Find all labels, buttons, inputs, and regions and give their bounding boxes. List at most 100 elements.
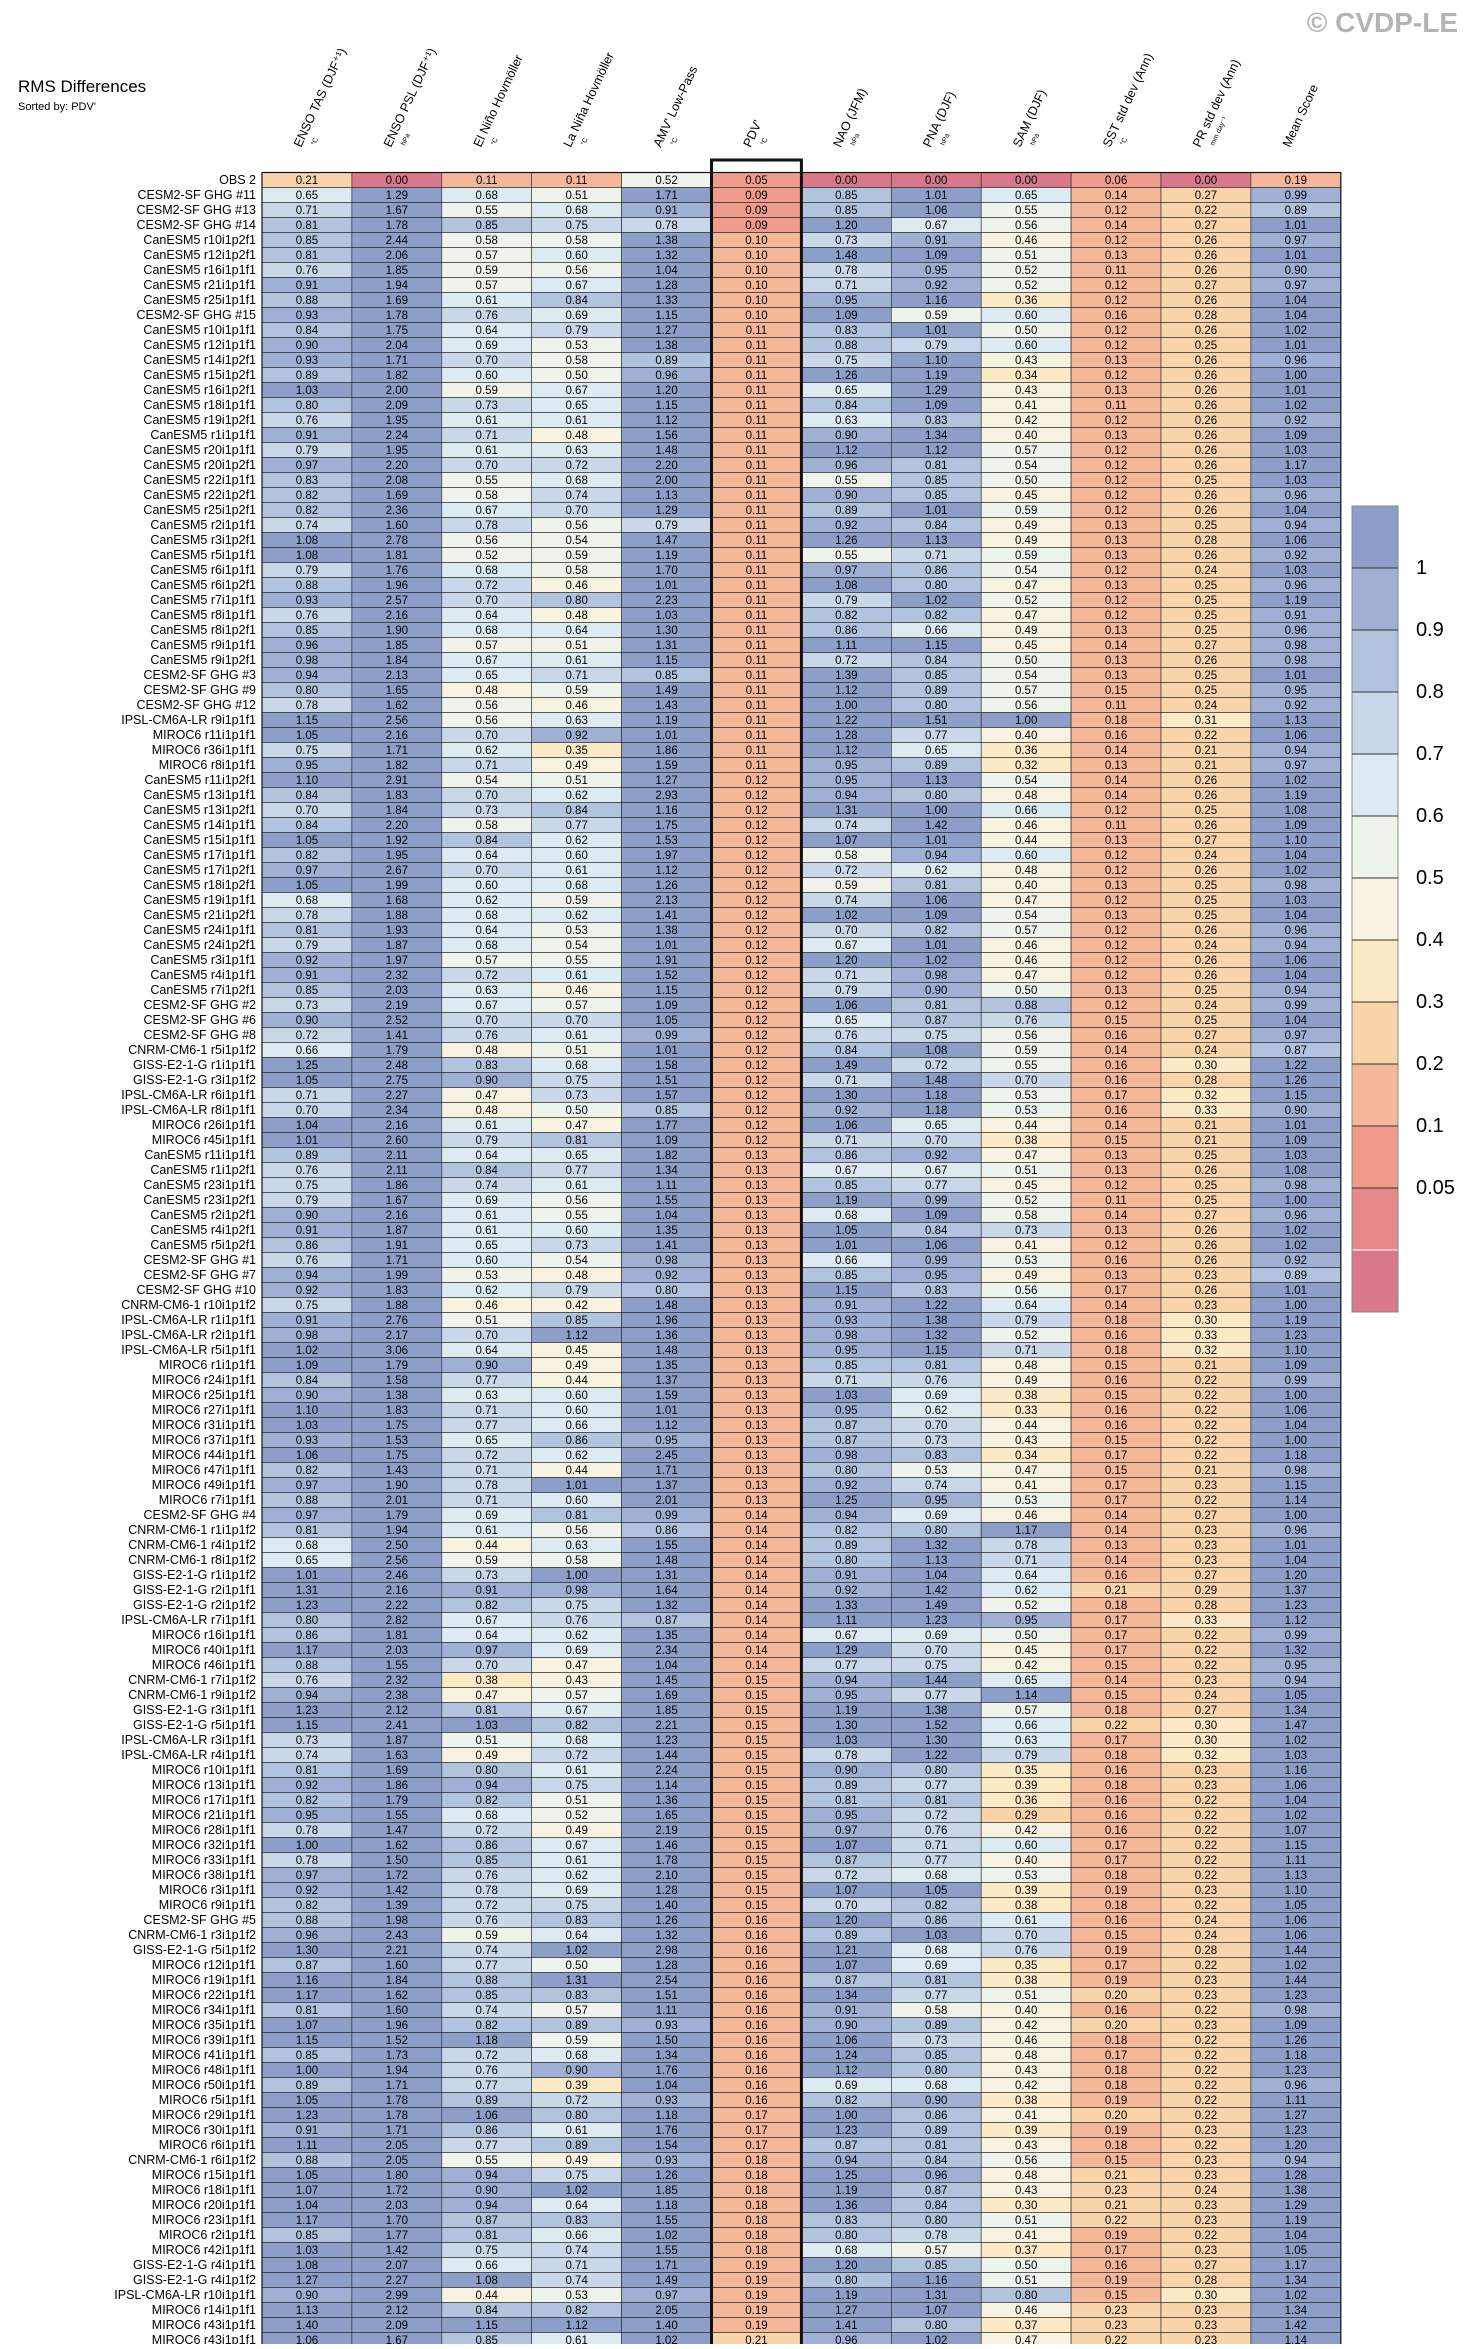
cell-value: 0.16 (1105, 1420, 1127, 1432)
cell-value: 0.75 (565, 1780, 587, 1792)
cell-value: 1.22 (925, 1750, 947, 1762)
cell-value: 0.77 (925, 1690, 947, 1702)
cell-value: 0.77 (925, 1180, 947, 1192)
cell-value: 0.97 (655, 2290, 677, 2302)
cell-value: 0.26 (1195, 370, 1217, 382)
cell-value: 1.75 (655, 820, 677, 832)
cell-value: 0.70 (476, 460, 498, 472)
cell-value: 0.71 (835, 280, 857, 292)
cell-value: 0.65 (835, 1015, 857, 1027)
cell-value: 0.21 (1105, 2170, 1127, 2182)
cell-value: 2.11 (386, 1165, 408, 1177)
cell-value: 1.79 (386, 1795, 408, 1807)
cell-value: 0.90 (565, 2065, 587, 2077)
cell-value: 1.02 (1285, 1225, 1307, 1237)
cell-value: 1.00 (296, 2065, 318, 2077)
cell-value: 0.12 (1105, 280, 1127, 292)
cell-value: 1.03 (296, 385, 318, 397)
cell-value: 0.74 (565, 2275, 588, 2287)
cell-value: 1.18 (655, 2110, 677, 2122)
cell-value: 0.88 (296, 1495, 318, 1507)
cell-value: 0.41 (1015, 2110, 1037, 2122)
cell-value: 0.45 (1015, 640, 1037, 652)
cell-value: 1.03 (1285, 895, 1307, 907)
cell-value: 0.22 (1195, 1435, 1217, 1447)
cell-value: 0.28 (1195, 1075, 1217, 1087)
cell-value: 1.38 (655, 235, 677, 247)
cell-value: 0.80 (835, 2275, 857, 2287)
cell-value: 0.82 (476, 2020, 498, 2032)
cell-value: 0.46 (476, 1300, 498, 1312)
cell-value: 0.55 (835, 550, 857, 562)
cell-value: 0.15 (745, 1675, 767, 1687)
cell-value: 0.22 (1195, 1900, 1217, 1912)
cell-value: 0.78 (476, 1885, 498, 1897)
cell-value: 1.76 (655, 2065, 677, 2077)
cell-value: 1.07 (925, 2305, 947, 2317)
row-label: MIROC6 r35i1p1f1 (152, 2018, 256, 2032)
cell-value: 0.57 (565, 1690, 587, 1702)
cell-value: 1.08 (925, 1045, 947, 1057)
cell-value: 0.23 (1195, 2245, 1217, 2257)
cell-value: 0.12 (745, 940, 767, 952)
cell-value: 0.86 (835, 1150, 857, 1162)
cell-value: 0.14 (1105, 190, 1128, 202)
cell-value: 0.45 (1015, 1645, 1037, 1657)
cell-value: 1.62 (386, 1990, 408, 2002)
cell-value: 0.15 (1105, 1465, 1127, 1477)
cell-value: 0.25 (1195, 595, 1217, 607)
cell-value: 1.16 (1285, 1765, 1307, 1777)
row-label: CanESM5 r1i1p2f1 (150, 1163, 256, 1177)
cell-value: 0.47 (476, 1690, 498, 1702)
row-label: CanESM5 r18i1p1f1 (143, 398, 256, 412)
row-label: CanESM5 r24i1p1f1 (143, 923, 256, 937)
cell-value: 1.03 (835, 1735, 857, 1747)
row-label: CanESM5 r4i1p2f1 (150, 1223, 256, 1237)
cell-value: 1.70 (655, 565, 677, 577)
cell-value: 1.17 (296, 1645, 318, 1657)
cell-value: 0.17 (1105, 2245, 1127, 2257)
cell-value: 1.12 (655, 865, 677, 877)
cell-value: 1.12 (1285, 1615, 1307, 1627)
cell-value: 0.11 (746, 610, 768, 622)
cell-value: 0.26 (1195, 385, 1217, 397)
cell-value: 0.97 (296, 460, 318, 472)
column-unit: hPa (1030, 133, 1042, 147)
cell-value: 1.51 (655, 1075, 677, 1087)
cell-value: 2.56 (386, 715, 408, 727)
cell-value: 0.22 (1105, 2335, 1127, 2344)
cell-value: 0.88 (296, 1660, 318, 1672)
cell-value: 0.16 (1105, 1060, 1127, 1072)
cell-value: 0.48 (1015, 1360, 1037, 1372)
cell-value: 1.52 (925, 1720, 947, 1732)
cell-value: 1.02 (296, 1345, 318, 1357)
cell-value: 0.48 (565, 1270, 587, 1282)
cell-value: 0.74 (296, 520, 319, 532)
cell-value: 1.38 (925, 1705, 947, 1717)
cell-value: 0.94 (1285, 985, 1308, 997)
cell-value: 1.02 (925, 955, 947, 967)
cell-value: 0.18 (1105, 1900, 1127, 1912)
cell-value: 0.83 (925, 415, 947, 427)
cell-value: 0.69 (476, 340, 498, 352)
cell-value: 0.57 (1015, 685, 1037, 697)
cell-value: 0.87 (835, 1420, 857, 1432)
cell-value: 0.49 (1015, 535, 1037, 547)
cell-value: 0.68 (925, 1945, 947, 1957)
cell-value: 1.23 (296, 1600, 318, 1612)
colorbar-segment (1351, 1001, 1399, 1065)
cell-value: 0.12 (745, 865, 767, 877)
cell-value: 0.68 (476, 910, 498, 922)
cell-value: 0.77 (565, 1165, 587, 1177)
row-label: MIROC6 r23i1p1f1 (152, 2213, 256, 2227)
cell-value: 0.21 (745, 2335, 767, 2344)
row-label: MIROC6 r24i1p1f1 (152, 1373, 256, 1387)
cell-value: 0.98 (1285, 880, 1307, 892)
cell-value: 0.89 (565, 2140, 587, 2152)
cell-value: 0.67 (476, 1615, 498, 1627)
cell-value: 1.10 (296, 775, 318, 787)
cell-value: 0.49 (565, 1360, 587, 1372)
cell-value: 2.48 (386, 1060, 408, 1072)
cell-value: 2.16 (386, 1210, 408, 1222)
cell-value: 0.69 (925, 1960, 947, 1972)
